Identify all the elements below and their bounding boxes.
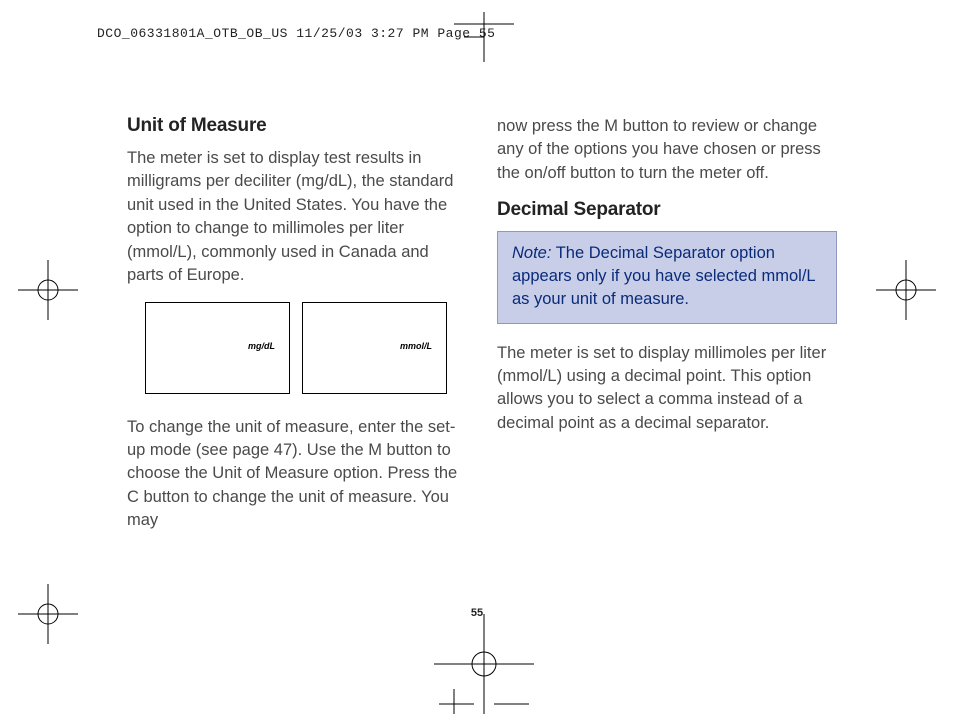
note-box: Note: The Decimal Separator option appea… (497, 231, 837, 323)
meter-screen-mmoll: mmol/L (302, 302, 447, 394)
crop-header: DCO_06331801A_OTB_OB_US 11/25/03 3:27 PM… (97, 26, 495, 41)
screen-label-mgdl: mg/dL (248, 341, 275, 351)
paragraph-unit-intro: The meter is set to display test results… (127, 147, 467, 288)
page-number: 55 (0, 607, 954, 619)
meter-screen-mgdl: mg/dL (145, 302, 290, 394)
crop-mark-top (454, 12, 514, 82)
paragraph-unit-continued: now press the M button to review or chan… (497, 115, 837, 185)
paragraph-decimal-body: The meter is set to display millimoles p… (497, 342, 837, 436)
note-label: Note: (512, 244, 551, 262)
screen-label-mmoll: mmol/L (400, 341, 432, 351)
left-column: Unit of Measure The meter is set to disp… (127, 115, 467, 635)
heading-decimal-separator: Decimal Separator (497, 199, 837, 221)
page-content: Unit of Measure The meter is set to disp… (127, 115, 837, 635)
meter-screens-row: mg/dL mmol/L (145, 302, 467, 394)
right-column: now press the M button to review or chan… (497, 115, 837, 635)
crop-mark-right (876, 260, 936, 320)
paragraph-unit-change: To change the unit of measure, enter the… (127, 416, 467, 533)
heading-unit-of-measure: Unit of Measure (127, 115, 467, 137)
note-body: The Decimal Separator option appears onl… (512, 244, 815, 308)
crop-mark-left (18, 260, 78, 320)
